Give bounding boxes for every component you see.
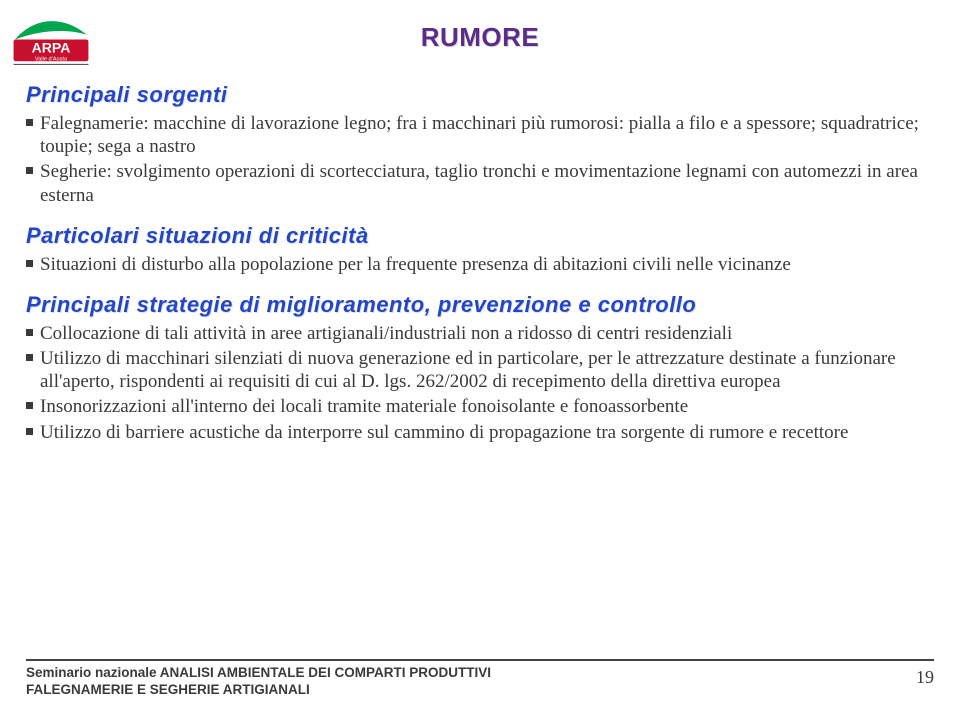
svg-text:Valle d'Aosta: Valle d'Aosta	[35, 57, 68, 63]
bullets-criticita: Situazioni di disturbo alla popolazione …	[26, 253, 934, 276]
footer-line1: Seminario nazionale ANALISI AMBIENTALE D…	[26, 665, 491, 680]
bullets-strategie: Collocazione di tali attività in aree ar…	[26, 322, 934, 444]
list-item: Utilizzo di macchinari silenziati di nuo…	[26, 347, 934, 393]
section-heading-sorgenti: Principali sorgenti	[26, 82, 934, 108]
list-item: Falegnamerie: macchine di lavorazione le…	[26, 112, 934, 158]
slide-footer: Seminario nazionale ANALISI AMBIENTALE D…	[26, 659, 934, 699]
page-number: 19	[916, 665, 934, 688]
footer-text: Seminario nazionale ANALISI AMBIENTALE D…	[26, 665, 491, 699]
bullets-sorgenti: Falegnamerie: macchine di lavorazione le…	[26, 112, 934, 207]
list-item: Situazioni di disturbo alla popolazione …	[26, 253, 934, 276]
list-item: Segherie: svolgimento operazioni di scor…	[26, 160, 934, 206]
footer-divider	[26, 659, 934, 661]
list-item: Insonorizzazioni all'interno dei locali …	[26, 395, 934, 418]
list-item: Collocazione di tali attività in aree ar…	[26, 322, 934, 345]
section-heading-criticita: Particolari situazioni di criticità	[26, 223, 934, 249]
slide-title: RUMORE	[0, 22, 960, 53]
slide-content: Principali sorgenti Falegnamerie: macchi…	[26, 80, 934, 446]
section-heading-strategie: Principali strategie di miglioramento, p…	[26, 292, 934, 318]
footer-line2: FALEGNAMERIE E SEGHERIE ARTIGIANALI	[26, 682, 310, 697]
list-item: Utilizzo di barriere acustiche da interp…	[26, 421, 934, 444]
